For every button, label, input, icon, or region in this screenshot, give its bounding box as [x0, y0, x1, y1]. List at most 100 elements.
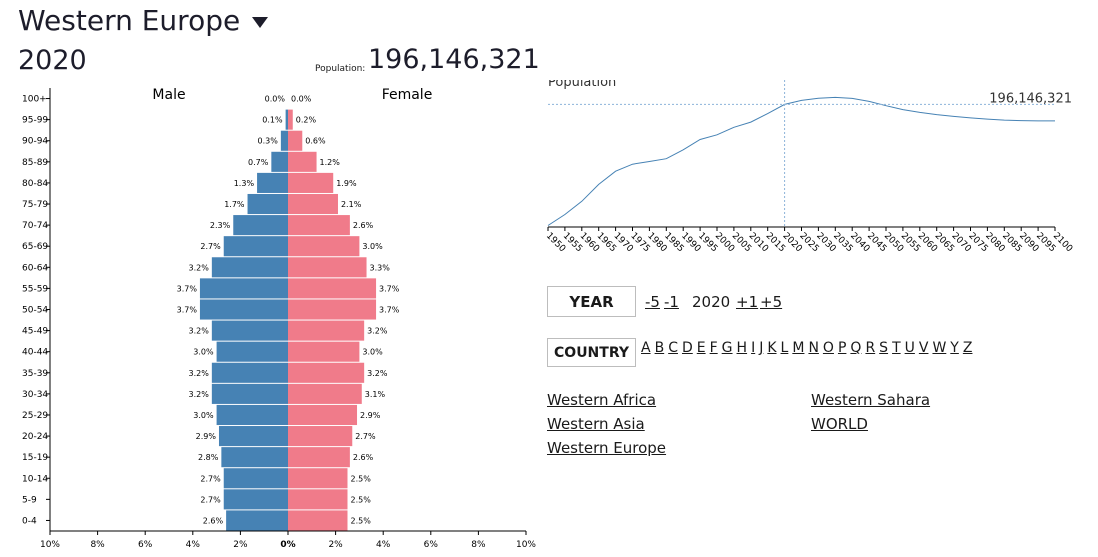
- female-bar: [288, 468, 348, 489]
- letter-link-h[interactable]: H: [736, 340, 748, 356]
- country-link-western-sahara[interactable]: Western Sahara: [811, 391, 931, 409]
- male-bar: [285, 109, 288, 130]
- male-bar: [223, 489, 288, 510]
- male-value-label: 0.3%: [258, 137, 279, 146]
- female-bar: [288, 236, 360, 257]
- male-axis-label: Male: [152, 87, 185, 103]
- female-bar: [288, 426, 353, 447]
- letter-link-j[interactable]: J: [759, 340, 764, 356]
- letter-link-p[interactable]: P: [837, 340, 847, 356]
- male-bar: [211, 362, 288, 383]
- female-bar: [288, 193, 338, 215]
- pyramid-x-tick-label: 6%: [424, 540, 439, 550]
- age-group-label: 40-44: [22, 348, 48, 358]
- age-group-label: 80-84: [22, 179, 48, 189]
- letter-link-m[interactable]: M: [792, 340, 805, 356]
- letter-link-o[interactable]: O: [822, 340, 834, 356]
- population-trend-chart: Population195019551960196519701975198019…: [544, 80, 1074, 255]
- age-group-label: 95-99: [22, 116, 48, 126]
- female-bar: [288, 404, 358, 426]
- age-group-label: 20-24: [22, 432, 48, 442]
- pyramid-x-tick-label: 8%: [90, 540, 105, 550]
- male-value-label: 3.7%: [177, 306, 198, 315]
- male-bar: [233, 215, 288, 236]
- letter-link-t[interactable]: T: [892, 340, 901, 356]
- female-bar: [288, 510, 348, 531]
- female-bar: [288, 447, 350, 468]
- region-title[interactable]: Western Europe: [18, 4, 269, 37]
- age-group-label: 90-94: [22, 137, 48, 147]
- letter-link-e[interactable]: E: [696, 340, 706, 356]
- male-value-label: 1.7%: [224, 200, 245, 209]
- letter-link-a[interactable]: A: [641, 340, 651, 356]
- male-value-label: 1.3%: [234, 179, 255, 188]
- female-bar: [288, 299, 377, 320]
- age-group-label: 15-19: [22, 453, 48, 463]
- caret-down-icon[interactable]: [252, 16, 269, 28]
- letter-link-b[interactable]: B: [654, 340, 665, 356]
- female-value-label: 2.7%: [355, 432, 376, 441]
- female-axis-label: Female: [382, 87, 433, 103]
- pyramid-x-tick-label: 0%: [280, 540, 295, 550]
- population-label: Population:: [315, 64, 366, 74]
- pyramid-x-tick-label: 4%: [376, 540, 391, 550]
- letter-link-g[interactable]: G: [721, 340, 733, 356]
- male-bar: [221, 447, 288, 468]
- age-group-label: 5-9: [22, 495, 37, 505]
- letter-link-n[interactable]: N: [808, 340, 819, 356]
- country-button[interactable]: COUNTRY: [547, 338, 636, 367]
- letter-link-s[interactable]: S: [879, 340, 889, 356]
- female-value-label: 2.9%: [360, 411, 381, 420]
- male-bar: [226, 510, 288, 531]
- year-minus1-link[interactable]: -1: [664, 293, 679, 311]
- letter-link-v[interactable]: V: [918, 340, 929, 356]
- male-value-label: 2.8%: [198, 453, 219, 462]
- country-link-world[interactable]: WORLD: [811, 415, 868, 433]
- letter-link-l[interactable]: L: [780, 340, 789, 356]
- year-plus1-link[interactable]: +1: [736, 293, 759, 311]
- male-bar: [257, 172, 288, 193]
- letter-link-d[interactable]: D: [681, 340, 693, 356]
- age-group-label: 65-69: [22, 242, 48, 252]
- male-bar: [216, 341, 288, 362]
- letter-link-w[interactable]: W: [932, 340, 947, 356]
- letter-link-z[interactable]: Z: [962, 340, 973, 356]
- letter-link-y[interactable]: Y: [950, 340, 959, 356]
- female-bar: [288, 278, 377, 299]
- population-trend-line: [547, 96, 1055, 226]
- letter-link-q[interactable]: Q: [850, 340, 862, 356]
- female-value-label: 3.3%: [370, 263, 391, 272]
- male-value-label: 0.0%: [265, 95, 286, 104]
- letter-link-c[interactable]: C: [668, 340, 678, 356]
- year-plus5-link[interactable]: +5: [760, 293, 783, 311]
- letter-link-u[interactable]: U: [904, 340, 915, 356]
- letter-link-r[interactable]: R: [865, 340, 876, 356]
- letter-link-f[interactable]: F: [709, 340, 718, 356]
- country-link-western-asia[interactable]: Western Asia: [547, 415, 645, 433]
- female-bar: [288, 172, 334, 193]
- population-pyramid-chart: Male Female 100+ 0.0% 0.0% 95-99 0.1% 0.2% 90-…: [22, 87, 536, 550]
- letter-link-i[interactable]: I: [751, 340, 756, 356]
- year-button[interactable]: YEAR: [547, 286, 636, 317]
- male-value-label: 2.7%: [200, 242, 221, 251]
- age-group-label: 35-39: [22, 369, 48, 379]
- country-link-western-europe[interactable]: Western Europe: [547, 439, 667, 457]
- male-value-label: 3.7%: [177, 284, 198, 293]
- region-name[interactable]: Western Europe: [18, 4, 241, 37]
- age-group-label: 60-64: [22, 263, 48, 273]
- age-group-label: 85-89: [22, 158, 48, 168]
- line-chart-x-tick-label: 2100: [1051, 231, 1074, 254]
- age-group-label: 50-54: [22, 306, 48, 316]
- year-minus5-link[interactable]: -5: [645, 293, 660, 311]
- country-link-western-africa[interactable]: Western Africa: [547, 391, 657, 409]
- female-value-label: 0.0%: [291, 95, 312, 104]
- female-bar: [288, 151, 317, 172]
- male-value-label: 2.7%: [200, 495, 221, 504]
- letter-link-k[interactable]: K: [767, 340, 777, 356]
- female-value-label: 3.1%: [365, 390, 386, 399]
- line-chart-y-label: Population: [548, 80, 616, 90]
- male-bar: [216, 404, 288, 426]
- age-group-label: 30-34: [22, 390, 48, 400]
- pyramid-x-tick-label: 4%: [186, 540, 201, 550]
